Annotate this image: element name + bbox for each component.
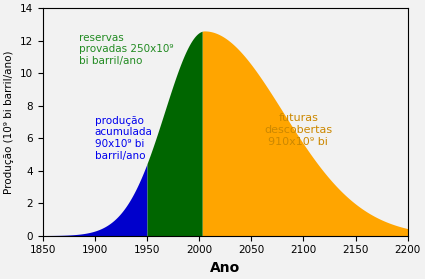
Text: produção
acumulada
90x10⁹ bi
barril/ano: produção acumulada 90x10⁹ bi barril/ano	[95, 116, 153, 160]
Text: futuras
descobertas
910x10⁹ bi: futuras descobertas 910x10⁹ bi	[264, 113, 332, 146]
Text: reservas
provadas 250x10⁹
bi barril/ano: reservas provadas 250x10⁹ bi barril/ano	[79, 33, 174, 66]
X-axis label: Ano: Ano	[210, 261, 240, 275]
Y-axis label: Produção (10⁹ bi barril/ano): Produção (10⁹ bi barril/ano)	[4, 50, 14, 194]
